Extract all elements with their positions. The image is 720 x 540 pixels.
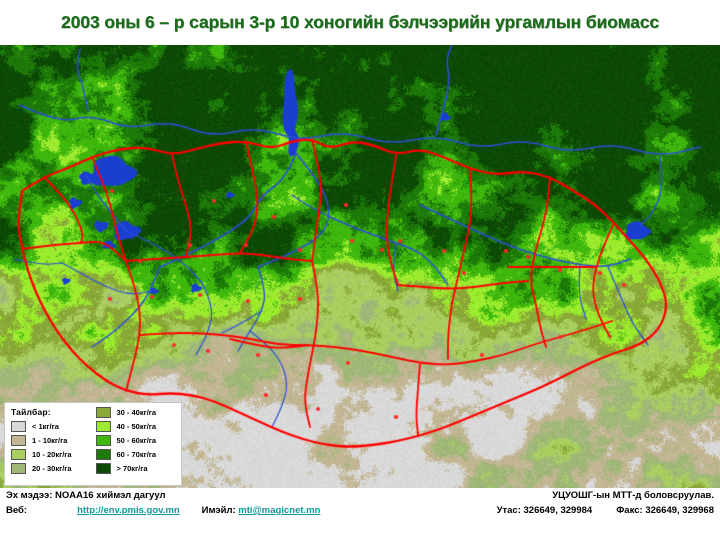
legend-item-label: 30 - 40кг/га	[116, 407, 157, 417]
legend-item-label: 20 - 30кг/га	[32, 463, 72, 473]
legend-item: 40 - 50кг/га	[95, 420, 177, 432]
source-value: NOAA16 хиймэл дагуул	[55, 490, 166, 501]
fax-label: Факс:	[616, 505, 643, 516]
contact-line: Утас: 326649, 329984 Факс: 326649, 32996…	[497, 505, 714, 520]
legend-item: > 70кг/га	[95, 462, 177, 474]
source-line: Эх мэдээ: NOAA16 хиймэл дагуул	[6, 490, 320, 505]
legend-item-label: < 1кг/га	[32, 421, 59, 431]
footer-right: УЦУОШГ-ын МТТ-д боловсруулав. Утас: 3266…	[497, 490, 714, 520]
legend-column-left: < 1кг/га 1 - 10кг/га 10 - 20кг/га 20 - 3…	[11, 420, 92, 474]
phone-value: 326649, 329984	[523, 505, 593, 516]
legend-swatch	[95, 406, 111, 418]
title-bar: 2003 оны 6 – р сарын 3-р 10 хоногийн бэл…	[0, 0, 720, 44]
legend-item-label: 1 - 10кг/га	[32, 435, 68, 445]
legend-swatch	[95, 434, 111, 446]
legend-item: 1 - 10кг/га	[11, 434, 92, 446]
footer: Эх мэдээ: NOAA16 хиймэл дагуул Веб: http…	[0, 489, 720, 540]
mail-label: Имэйл:	[201, 505, 236, 516]
legend-item-label: 50 - 60кг/га	[116, 435, 157, 445]
legend-item: < 1кг/га	[11, 420, 92, 432]
prepared-by-line: УЦУОШГ-ын МТТ-д боловсруулав.	[497, 490, 714, 505]
web-mail-line: Веб: http://env.pmis.gov.mn Имэйл: mti@m…	[6, 505, 320, 520]
legend-swatch	[95, 420, 111, 432]
legend-swatch	[11, 434, 26, 446]
legend-item: 50 - 60кг/га	[95, 434, 177, 446]
map-frame: Тайлбар: < 1кг/га 1 - 10кг/га 10 - 20кг/…	[0, 45, 720, 488]
website-link[interactable]: http://env.pmis.gov.mn	[77, 505, 180, 516]
legend-column-right: 30 - 40кг/га 40 - 50кг/га 50 - 60кг/га 6…	[95, 406, 177, 474]
page-title: 2003 оны 6 – р сарын 3-р 10 хоногийн бэл…	[60, 11, 660, 32]
footer-left: Эх мэдээ: NOAA16 хиймэл дагуул Веб: http…	[6, 490, 320, 520]
fax-value: 326649, 329968	[645, 505, 714, 516]
legend-swatch	[11, 448, 26, 460]
legend-item: 60 - 70кг/га	[95, 448, 177, 460]
legend-item: 20 - 30кг/га	[11, 462, 92, 474]
legend-title: Тайлбар:	[11, 407, 51, 417]
legend-swatch	[95, 462, 111, 474]
map-legend: Тайлбар: < 1кг/га 1 - 10кг/га 10 - 20кг/…	[4, 402, 182, 486]
legend-item-label: > 70кг/га	[116, 463, 148, 473]
email-link[interactable]: mti@magicnet.mn	[238, 505, 321, 516]
legend-swatch	[11, 420, 26, 432]
legend-item-label: 10 - 20кг/га	[32, 449, 72, 459]
legend-swatch	[95, 448, 111, 460]
legend-item-label: 60 - 70кг/га	[116, 449, 157, 459]
phone-label: Утас:	[496, 505, 521, 516]
source-label: Эх мэдээ:	[6, 490, 53, 501]
legend-item: 30 - 40кг/га	[95, 406, 177, 418]
legend-item: 10 - 20кг/га	[11, 448, 92, 460]
legend-swatch	[11, 462, 26, 474]
prepared-by: УЦУОШГ-ын МТТ-д боловсруулав.	[552, 490, 714, 501]
legend-item-label: 40 - 50кг/га	[116, 421, 157, 431]
web-label: Веб:	[6, 505, 28, 516]
